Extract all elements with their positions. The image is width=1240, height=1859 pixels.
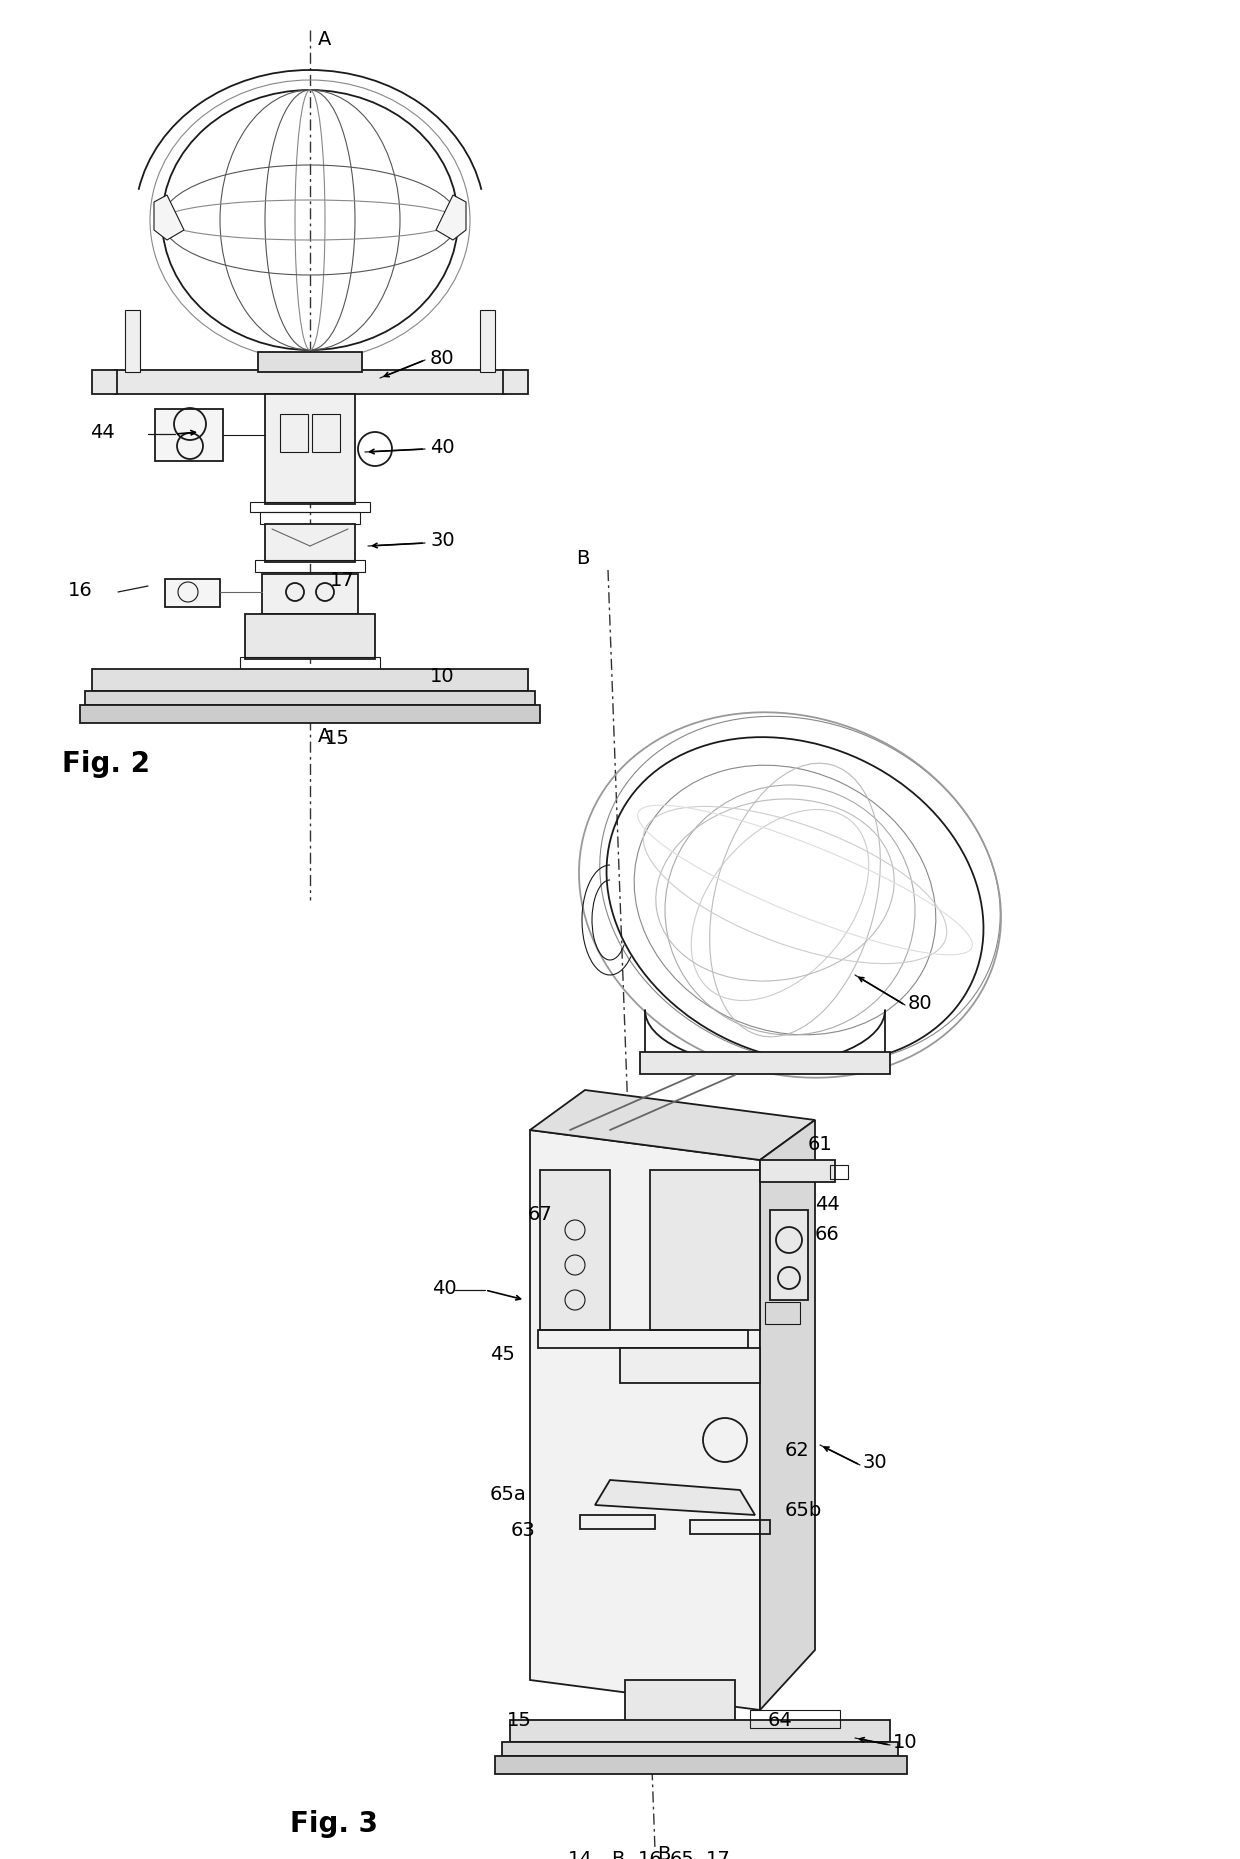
Bar (765, 1301, 800, 1324)
Bar (625, 1681, 735, 1721)
Text: B: B (611, 1850, 625, 1859)
Text: 65b: 65b (785, 1500, 822, 1519)
Bar (830, 1166, 848, 1179)
Text: B: B (577, 548, 590, 569)
Bar (280, 415, 308, 452)
Text: A: A (317, 30, 331, 48)
Text: 64: 64 (768, 1710, 792, 1729)
Bar (155, 409, 223, 461)
Bar (495, 1757, 906, 1773)
Bar (241, 656, 379, 669)
Bar (258, 351, 362, 372)
Text: 30: 30 (863, 1454, 888, 1472)
Bar (510, 1720, 890, 1742)
Bar (92, 370, 117, 394)
Text: 80: 80 (430, 348, 455, 368)
Polygon shape (529, 1089, 815, 1160)
Polygon shape (529, 1130, 760, 1710)
Bar (620, 1348, 760, 1383)
Bar (503, 370, 528, 394)
Polygon shape (760, 1119, 815, 1710)
Text: 17: 17 (706, 1850, 730, 1859)
Bar (760, 1160, 835, 1182)
Text: Fig. 2: Fig. 2 (62, 749, 150, 779)
Text: 67: 67 (528, 1205, 553, 1225)
Bar (265, 524, 355, 561)
Text: 44: 44 (91, 422, 115, 441)
Text: 15: 15 (325, 729, 350, 747)
Bar (502, 1742, 898, 1757)
Text: B: B (657, 1844, 671, 1859)
Text: Fig. 3: Fig. 3 (290, 1811, 378, 1839)
Bar (92, 669, 528, 692)
Text: 80: 80 (908, 993, 932, 1013)
Text: 65a: 65a (490, 1485, 527, 1504)
Polygon shape (595, 1480, 755, 1515)
Bar (262, 574, 358, 613)
Text: 17: 17 (330, 571, 355, 589)
Text: 61: 61 (808, 1136, 833, 1154)
Text: 44: 44 (815, 1195, 839, 1214)
Bar (86, 692, 534, 705)
Bar (255, 560, 365, 573)
Bar (260, 511, 360, 524)
Text: 16: 16 (637, 1850, 662, 1859)
Bar (265, 394, 355, 504)
Text: 10: 10 (430, 667, 455, 686)
Text: 16: 16 (68, 580, 93, 599)
Text: 14: 14 (568, 1850, 593, 1859)
Bar (81, 705, 539, 723)
Text: 40: 40 (430, 437, 455, 457)
Bar (580, 1515, 655, 1528)
Polygon shape (154, 195, 184, 240)
Bar (165, 578, 219, 608)
Text: 66: 66 (815, 1225, 839, 1244)
Polygon shape (436, 195, 466, 240)
Bar (689, 1521, 770, 1534)
Text: 15: 15 (507, 1710, 532, 1729)
Bar (125, 310, 140, 372)
Bar (640, 1052, 890, 1075)
Bar (312, 415, 340, 452)
Bar (539, 1169, 610, 1329)
Text: A: A (317, 727, 331, 745)
Bar (115, 370, 505, 394)
Bar (538, 1329, 748, 1348)
Text: 45: 45 (490, 1346, 515, 1365)
Bar (480, 310, 495, 372)
Text: 62: 62 (785, 1441, 810, 1459)
Text: 63: 63 (510, 1521, 534, 1539)
Text: 65: 65 (670, 1850, 694, 1859)
Bar (770, 1210, 808, 1299)
Text: 30: 30 (430, 532, 455, 550)
Text: 40: 40 (432, 1279, 456, 1298)
Text: 10: 10 (893, 1733, 918, 1753)
Bar (650, 1169, 760, 1329)
Bar (750, 1710, 839, 1729)
Bar (246, 613, 374, 658)
Bar (615, 1720, 745, 1733)
Bar (250, 502, 370, 511)
